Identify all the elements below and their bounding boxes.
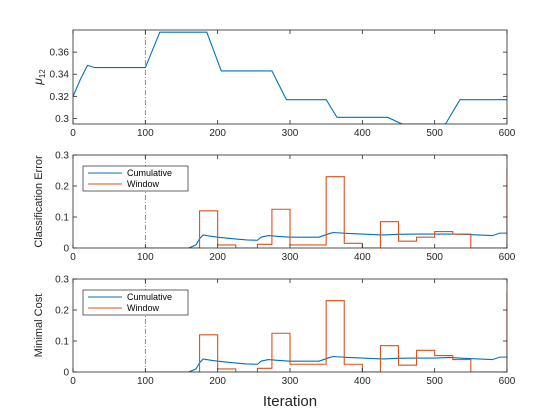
- y-axis-label: μ12: [31, 69, 47, 86]
- x-tick-label: 100: [137, 376, 154, 387]
- x-tick-label: 400: [354, 252, 371, 263]
- series-window: [145, 167, 507, 248]
- x-tick-label: 200: [209, 376, 226, 387]
- x-tick-label: 500: [426, 128, 443, 139]
- x-tick-label: 100: [137, 128, 154, 139]
- legend-label-window: Window: [127, 179, 160, 189]
- x-tick-label: 200: [209, 128, 226, 139]
- subplot-3: 0 100 200 300 400 500 600 0 0.1 0.2 0.3 Minimal Cos…: [33, 275, 516, 388]
- y-tick-label: 0.2: [55, 306, 69, 317]
- x-tick-label: 600: [499, 376, 516, 387]
- x-tick-label: 400: [354, 128, 371, 139]
- x-tick-label: 400: [354, 376, 371, 387]
- series-cumulative: [145, 355, 507, 372]
- y-tick-label: 0.34: [50, 70, 70, 81]
- x-tick-label: 0: [70, 252, 76, 263]
- x-tick-label: 500: [426, 376, 443, 387]
- legend-label-cumulative: Cumulative: [127, 292, 172, 302]
- plot-area: [73, 30, 507, 124]
- x-tick-label: 100: [137, 252, 154, 263]
- legend-box: [82, 165, 189, 192]
- y-tick-label: 0: [63, 368, 69, 379]
- y-tick-label: 0.1: [55, 337, 69, 348]
- x-tick-label: 300: [282, 376, 299, 387]
- series-window: [145, 291, 507, 372]
- y-tick-label: 0: [63, 244, 69, 255]
- x-tick-label: 200: [209, 252, 226, 263]
- series-mu: [73, 31, 507, 124]
- legend-box: [82, 289, 189, 316]
- x-tick-label: 0: [70, 128, 76, 139]
- legend-label-window: Window: [127, 303, 160, 313]
- x-tick-label: 600: [499, 128, 516, 139]
- x-tick-label: 500: [426, 252, 443, 263]
- y-tick-label: 0.3: [55, 114, 69, 125]
- x-tick-label: 300: [282, 252, 299, 263]
- y-tick-label: 0.1: [55, 213, 69, 224]
- y-tick-label: 0.36: [50, 48, 70, 59]
- y-axis-label: Minimal Cost: [33, 294, 45, 358]
- subplot-2: 0 100 200 300 400 500 600 0 0.1 0.2 0.3 Classificat…: [33, 151, 516, 264]
- x-tick-label: 300: [282, 128, 299, 139]
- y-axis-label: Classification Error: [33, 155, 45, 248]
- legend-label-cumulative: Cumulative: [127, 168, 172, 178]
- y-tick-label: 0.32: [50, 92, 70, 103]
- y-tick-label: 0.2: [55, 182, 69, 193]
- x-tick-label: 0: [70, 376, 76, 387]
- y-tick-label: 0.3: [55, 275, 69, 286]
- x-axis-label: Iteration: [263, 393, 317, 410]
- y-tick-label: 0.3: [55, 151, 69, 162]
- x-tick-label: 600: [499, 252, 516, 263]
